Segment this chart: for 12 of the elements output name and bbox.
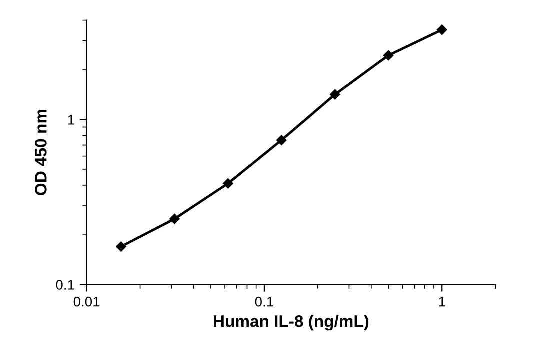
point: [116, 242, 126, 252]
x-tick-label: 0.01: [74, 296, 100, 307]
point: [170, 214, 180, 224]
y-axis-title: OD 450 nm: [35, 110, 47, 196]
point: [276, 135, 287, 146]
point: [223, 178, 234, 189]
point: [330, 89, 340, 100]
x-tick-label: 0.1: [255, 296, 274, 307]
x-axis-title: Human IL-8 (ng/mL): [214, 315, 369, 331]
point: [384, 50, 394, 61]
point: [437, 24, 448, 36]
x-tick-label: 1: [439, 297, 446, 307]
